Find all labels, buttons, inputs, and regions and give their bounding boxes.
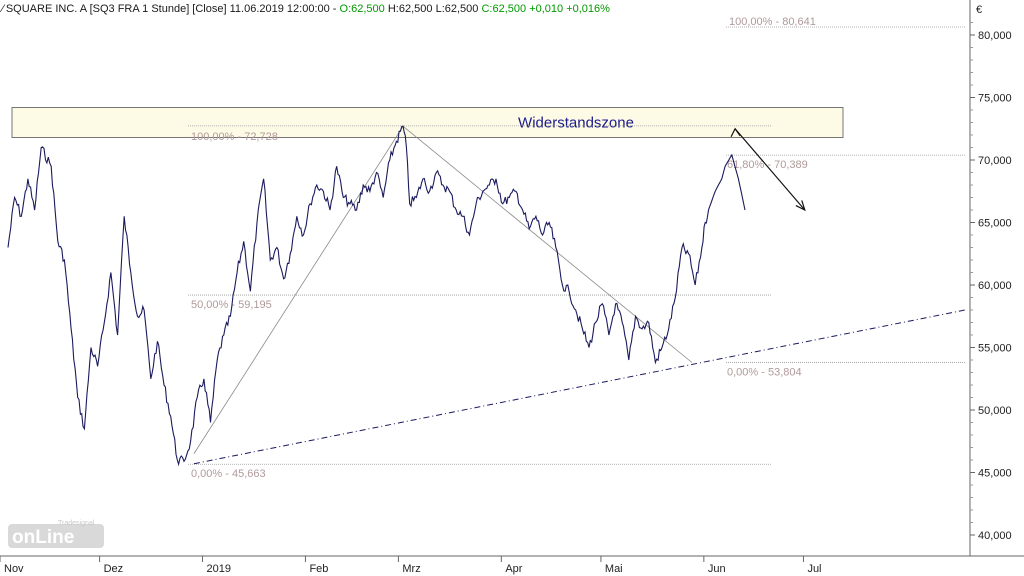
rally-arrow-head	[730, 127, 741, 138]
projection-arrow	[730, 127, 806, 212]
x-tick-label: Apr	[505, 563, 522, 575]
fib-level-label: 0,00% - 53,804	[727, 366, 802, 378]
swing-line	[193, 126, 404, 454]
resistance-zone	[11, 107, 844, 138]
chart-header: ⁄ SQUARE INC. A [SQ3 FRA 1 Stunde] [Close…	[2, 3, 610, 15]
y-tick-label: 75,000	[978, 93, 1012, 105]
y-tick-label: 70,000	[978, 155, 1012, 167]
tradesignal-online-logo: onLine Tradesignal	[8, 520, 104, 548]
close-value: C:62,500	[481, 3, 527, 15]
fibonacci-levels: 100,00% - 80,641 100,00% - 72,728 61,80% -…	[188, 16, 965, 480]
change-percent: +0,016%	[566, 3, 610, 15]
y-tick-label: 40,000	[978, 530, 1012, 542]
resistance-zone-label: Widerstandszone	[518, 115, 634, 132]
y-tick-label: 65,000	[978, 218, 1012, 230]
x-tick-label: Dez	[104, 563, 124, 575]
line-chart-icon: ⁄	[2, 3, 4, 15]
bar-datetime: 11.06.2019 12:00:00	[229, 3, 330, 15]
fib-level-label: 0,00% - 45,663	[191, 468, 266, 480]
instrument-title: SQUARE INC. A [SQ3 FRA 1 Stunde] [Close]	[5, 3, 227, 15]
projection-arrow-head	[795, 200, 806, 212]
y-tick-label: 55,000	[978, 343, 1012, 355]
low-value: L:62,500	[435, 3, 479, 15]
projection-arrow-shaft	[734, 128, 806, 211]
fib-level-label: 100,00% - 80,641	[729, 16, 816, 28]
y-tick-label: 50,000	[978, 405, 1012, 417]
high-value: H:62,500	[387, 3, 433, 15]
y-tick-label: 80,000	[978, 30, 1012, 42]
x-tick-label: 2019	[207, 563, 231, 575]
support-trendline	[193, 309, 966, 465]
fib-level-label: 50,00% - 59,195	[191, 299, 272, 311]
x-tick-label: Jul	[807, 563, 821, 575]
x-tick-label: Feb	[309, 563, 328, 575]
y-tick-label: 60,000	[978, 280, 1012, 292]
y-tick-label: 45,000	[978, 468, 1012, 480]
x-tick-label: Jun	[708, 563, 726, 575]
change-value: +0,010	[529, 3, 564, 15]
fib-level-label: 100,00% - 72,728	[191, 131, 278, 143]
price-series-line	[7, 125, 746, 467]
x-tick-label: Mrz	[402, 563, 420, 575]
swing-lines	[193, 125, 693, 454]
open-value: O:62,500	[339, 3, 385, 15]
x-axis-ticks: Nov Dez 2019 Feb Mrz Apr Mai Jun Jul	[0, 556, 822, 575]
y-axis-ticks: 40,000 45,000 50,000 55,000 60,000 65,000 70,0…	[970, 22, 1012, 542]
swing-line	[402, 125, 693, 363]
svg-text:Tradesignal: Tradesignal	[58, 520, 95, 527]
x-tick-label: Mai	[605, 563, 623, 575]
x-tick-label: Nov	[4, 563, 24, 575]
svg-text:onLine: onLine	[12, 527, 74, 548]
fib-level-label: 61,80% - 70,389	[727, 159, 808, 171]
currency-label: €	[976, 4, 982, 16]
